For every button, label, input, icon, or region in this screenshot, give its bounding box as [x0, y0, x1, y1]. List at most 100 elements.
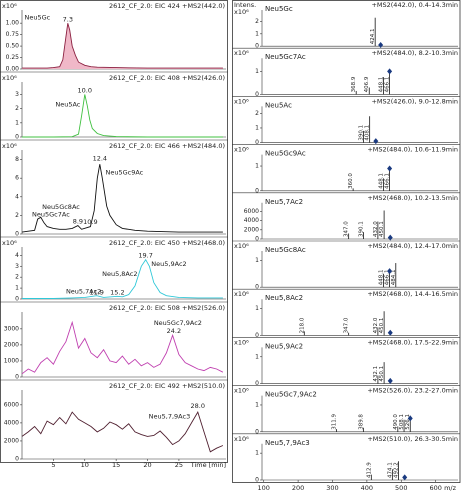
peak-label: 466.1 — [385, 77, 391, 93]
trace — [22, 94, 223, 138]
x-tick-label: 400 — [361, 484, 373, 492]
area — [22, 23, 223, 69]
spectrum-name: Neu5,7,9Ac3 — [265, 439, 310, 447]
y-tick-label: 0 — [15, 296, 19, 303]
peak-label: 347.0 — [344, 317, 350, 333]
precursor-marker — [387, 68, 393, 75]
y-tick-label: 0 — [255, 380, 259, 387]
y-tick-label: 0 — [15, 456, 19, 463]
spectrum-name: Neu5Gc9Ac — [265, 150, 306, 158]
peak-label: 448.1 — [378, 77, 384, 93]
peak-label: 526.1 — [405, 414, 411, 430]
spectrum-subtitle: +MS2(468.0), 17.5-22.9min — [367, 338, 458, 346]
peak-label: 424.1 — [370, 28, 376, 44]
peak-label: 347.0 — [344, 221, 350, 237]
y-tick-label: 2 — [15, 105, 19, 112]
peak-label: 490.0 — [393, 414, 399, 430]
trace-title: 2612_CF_2.0: EIC 450 +MS2(468.0) — [109, 239, 225, 247]
spectrum-name: Neu5,7Ac2 — [265, 198, 303, 206]
y-tick-label: 2 — [15, 274, 19, 281]
peak-label: 218.0 — [299, 317, 305, 333]
annotation: 11.9 — [89, 288, 103, 296]
y-tick-label: 1 — [255, 450, 259, 457]
y-tick-label: 1 — [255, 68, 259, 75]
y-tick-label: 0 — [15, 374, 19, 381]
spectrum-name: Neu5Gc7Ac — [265, 53, 306, 61]
x-tick-label: 15 — [112, 461, 120, 469]
y-tick-label: 6000 — [244, 208, 259, 215]
y-tick-label: 0 — [255, 332, 259, 339]
y-tick-label: 4000 — [244, 217, 259, 224]
precursor-marker — [387, 268, 393, 275]
y-tick-label: 6 — [15, 175, 19, 182]
spectrum-subtitle: +MS2(442.0), 0.4-14.3min — [371, 1, 458, 9]
peak-label: 450.1 — [379, 318, 385, 334]
peak-label: 466.1 — [385, 269, 391, 285]
annotation: 8.9 — [73, 217, 83, 225]
scale-label: x10⁶ — [2, 74, 17, 82]
peak-label: 448.1 — [378, 173, 384, 189]
annotation: Neu5,7,9Ac3 — [149, 413, 191, 421]
y-tick-label: 3000 — [4, 325, 19, 332]
annotation: 12.4 — [93, 155, 107, 163]
precursor-marker — [373, 138, 379, 145]
y-tick-label: 1 — [15, 285, 19, 292]
peak-label: 450.1 — [379, 366, 385, 382]
y-tick-label: 2 — [255, 18, 259, 25]
x-tick-label: 600 — [429, 484, 441, 492]
scale-label: x10⁶ — [234, 435, 249, 443]
y-tick-label: 0 — [255, 236, 259, 243]
y-tick-label: 0.75 — [6, 31, 20, 38]
x-tick-label: 100 — [258, 484, 270, 492]
y-tick-label: 1 — [255, 163, 259, 170]
precursor-marker — [387, 329, 393, 336]
spectrum-name: Neu5,8Ac2 — [265, 294, 303, 302]
spectrum-subtitle: +MS2(484.0), 8.2-10.3min — [371, 49, 458, 57]
y-tick-label: 0 — [255, 477, 259, 484]
spectrum-subtitle: +MS2(426.0), 9.0-12.8min — [371, 97, 458, 105]
precursor-marker — [407, 415, 413, 422]
x-axis-label: m/z — [444, 484, 457, 492]
peak-label: 432.0 — [373, 221, 379, 237]
y-tick-label: 1 — [255, 257, 259, 264]
annotation: 28.0 — [191, 402, 205, 410]
y-tick-label: 0 — [15, 231, 19, 238]
y-tick-label: 1 — [255, 124, 259, 131]
annotation: Neu5,7Ac2 — [66, 287, 101, 295]
y-tick-label: 2 — [255, 110, 259, 117]
annotation: Neu5Gc7Ac — [32, 210, 70, 218]
y-tick-label: 0.00 — [6, 66, 20, 73]
x-tick-label: 300 — [326, 484, 338, 492]
peak-label: 389.8 — [358, 414, 364, 430]
scale-label: x10⁶ — [234, 338, 249, 346]
y-tick-label: 1000 — [4, 357, 19, 364]
y-tick-label: 0 — [255, 139, 259, 146]
peak-label: 450.1 — [379, 221, 385, 237]
trace — [22, 258, 223, 299]
y-tick-label: 2000 — [4, 341, 19, 348]
peak-label: 390.1 — [358, 125, 364, 141]
left-frame — [0, 0, 228, 463]
spectrum-subtitle: +MS2(526.0), 23.2-27.0min — [367, 387, 458, 395]
precursor-marker — [378, 41, 384, 48]
scale-label: x10⁶ — [234, 97, 249, 105]
y-tick-label: 1 — [255, 401, 259, 408]
spectrum-name: Neu5Gc7,9Ac2 — [265, 391, 317, 399]
scale-label: x10⁶ — [2, 2, 17, 10]
annotation: 7.3 — [63, 16, 73, 24]
y-tick-label: 4 — [15, 193, 19, 200]
scale-label: x10⁶ — [234, 8, 249, 16]
spectrum-subtitle: +MS2(484.0), 10.6-11.9min — [367, 146, 458, 154]
spectrum-subtitle: +MS2(484.0), 12.4-17.0min — [367, 242, 458, 250]
scale-label: x10⁶ — [234, 242, 249, 250]
scale-label: x10⁶ — [234, 290, 249, 298]
spectrum-name: Neu5Gc — [265, 5, 293, 13]
trace-title: 2612_CF_2.0: EIC 466 +MS2(484.0) — [109, 142, 225, 150]
trace — [21, 164, 223, 233]
y-tick-label: 3 — [15, 91, 19, 98]
peak-label: 360.0 — [348, 173, 354, 189]
trace-title: 2612_CF_2.0: EIC 408 +MS2(426.0) — [109, 74, 225, 82]
y-tick-label: 0.25 — [6, 54, 20, 61]
y-tick-label: 2 — [15, 212, 19, 219]
y-axis-label: Intens. — [234, 1, 256, 9]
